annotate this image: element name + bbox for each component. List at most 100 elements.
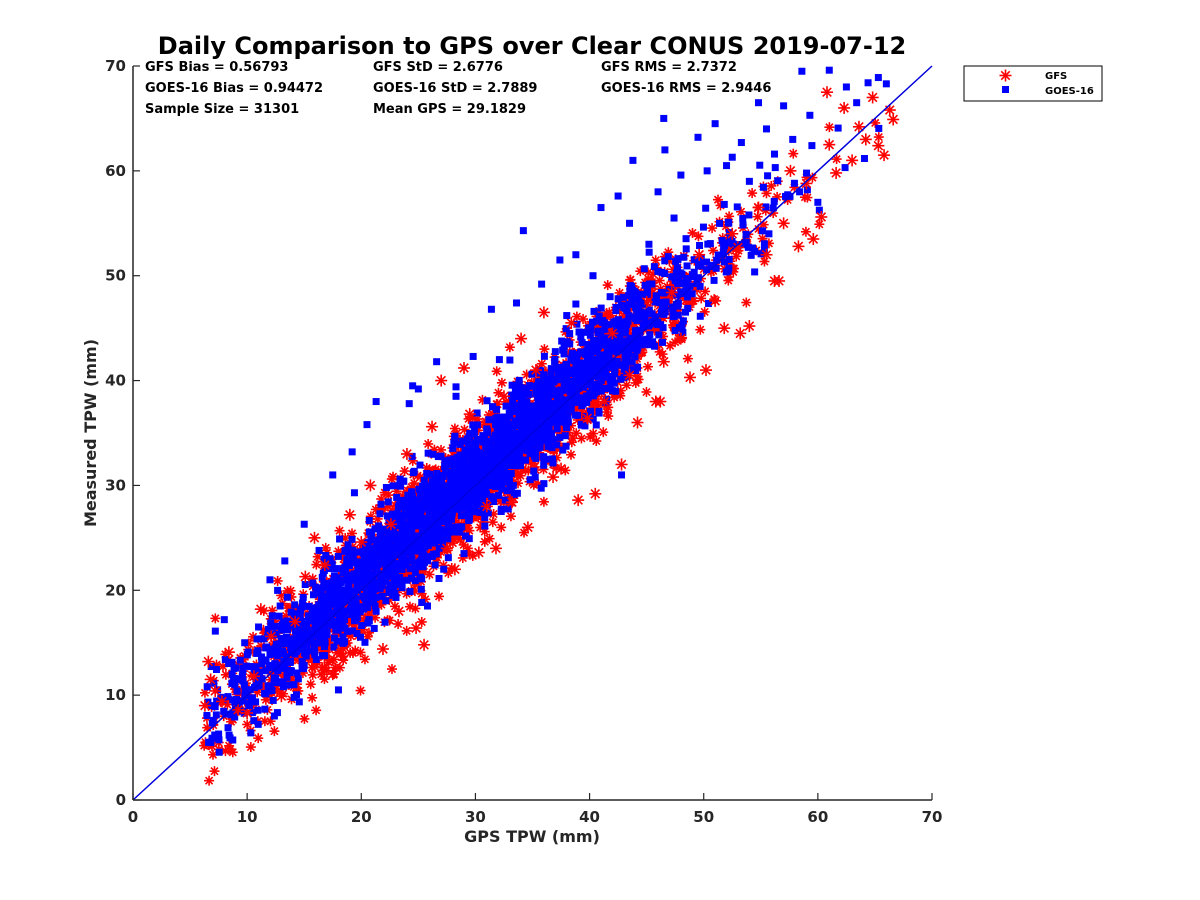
goes-cloud-point [860,154,868,162]
goes-cloud-point [253,635,261,643]
gfs-cloud-point [209,766,220,777]
goes-cloud-point [431,561,439,569]
gfs-cloud-point [588,428,599,439]
goes-cloud-point [526,476,534,484]
goes-cloud-point [483,397,491,405]
goes-cloud-point [495,491,503,499]
goes-cloud-point [374,525,382,533]
goes-cloud-point [733,203,741,211]
goes-cloud-point [540,461,548,469]
gfs-cloud-point [708,245,719,256]
goes-cloud-point [688,271,696,279]
goes-cloud-point [377,500,385,508]
goes-cloud-point [481,522,489,530]
gfs-cloud-point [388,471,399,482]
gfs-cloud-point [814,219,825,230]
gfs-cloud-point [423,438,434,449]
goes-cloud-point [416,461,424,469]
goes-cloud-point [483,425,491,433]
goes-cloud-point [535,378,543,386]
goes-cloud-point [696,312,704,320]
goes-cloud-point [645,248,653,256]
goes-cloud-point [751,268,759,276]
goes-cloud-point [803,169,811,177]
goes-cloud-point [430,550,438,558]
goes-cloud-point [588,387,596,395]
gfs-cloud-point [752,211,763,222]
gfs-cloud-point [399,466,410,477]
goes-cloud-point [399,528,407,536]
goes-cloud-point [269,696,277,704]
goes-cloud-point [470,503,478,511]
gfs-cloud-point [319,674,330,685]
goes-cloud-point [295,698,303,706]
gfs-cloud-point [355,647,366,658]
gfs-cloud-point [458,539,469,550]
goes-cloud-point [595,409,603,417]
gfs-cloud-point [696,293,707,304]
gfs-cloud-point [741,297,752,308]
goes-cloud-point [212,666,220,674]
gfs-cloud-point [802,192,813,203]
goes-cloud-point [463,511,471,519]
gfs-cloud-point [448,534,459,545]
goes-cloud-point [298,603,306,611]
goes-cloud-point [440,565,448,573]
goes-cloud-point [577,348,585,356]
goes-cloud-point [578,402,586,410]
goes-cloud-point [594,327,602,335]
goes-cloud-point [688,290,696,298]
goes-cloud-point [473,447,481,455]
goes-cloud-point [602,341,610,349]
goes-cloud-point [641,281,649,289]
goes-cloud-point [211,627,219,635]
gfs-cloud-point [576,433,587,444]
goes-cloud-point [346,575,354,583]
gfs-cloud-point [515,470,526,481]
goes-cloud-point [368,592,376,600]
gfs-cloud-point [665,340,676,351]
gfs-cloud-point [401,625,412,636]
goes-cloud-point [699,223,707,231]
goes-cloud-point [655,331,663,339]
goes-cloud-point [671,327,679,335]
goes-cloud-point [278,626,286,634]
gfs-cloud-point [519,527,530,538]
gfs-cloud-point [591,436,602,447]
gfs-cloud-point [693,231,704,242]
gfs-cloud-point [345,647,356,658]
goes-cloud-point [654,321,662,329]
goes-cloud-point [254,720,262,728]
goes-cloud-point [566,330,574,338]
goes-cloud-point [612,317,620,325]
goes-cloud-point [365,516,373,524]
goes-cloud-point [673,264,681,272]
goes-cloud-point [725,264,733,272]
goes-cloud-point [299,599,307,607]
goes-cloud-point [661,270,669,278]
gfs-cloud-point [642,361,653,372]
goes-cloud-point [335,613,343,621]
goes-cloud-point [528,382,536,390]
goes-cloud-point [339,639,347,647]
goes-cloud-point [236,656,244,664]
goes-cloud-point [274,586,282,594]
gfs-cloud-point [311,559,322,570]
goes-cloud-point [562,415,570,423]
goes-cloud-point [271,660,279,668]
goes-cloud-point [208,734,216,742]
goes-cloud-point [473,409,481,417]
gfs-cloud-point [305,679,316,690]
goes-cloud-point [556,433,564,441]
gfs-cloud-point [319,662,330,673]
goes-cloud-point [381,618,389,626]
gfs-cloud-point [227,747,238,758]
gfs-cloud-point [493,387,504,398]
goes-cloud-point [525,390,533,398]
gfs-cloud-point [707,223,718,234]
goes-cloud-point [834,124,842,132]
goes-cloud-point [684,304,692,312]
gfs-cloud-point [759,256,770,267]
goes-cloud-point [710,276,718,284]
goes-cloud-point [657,288,665,296]
